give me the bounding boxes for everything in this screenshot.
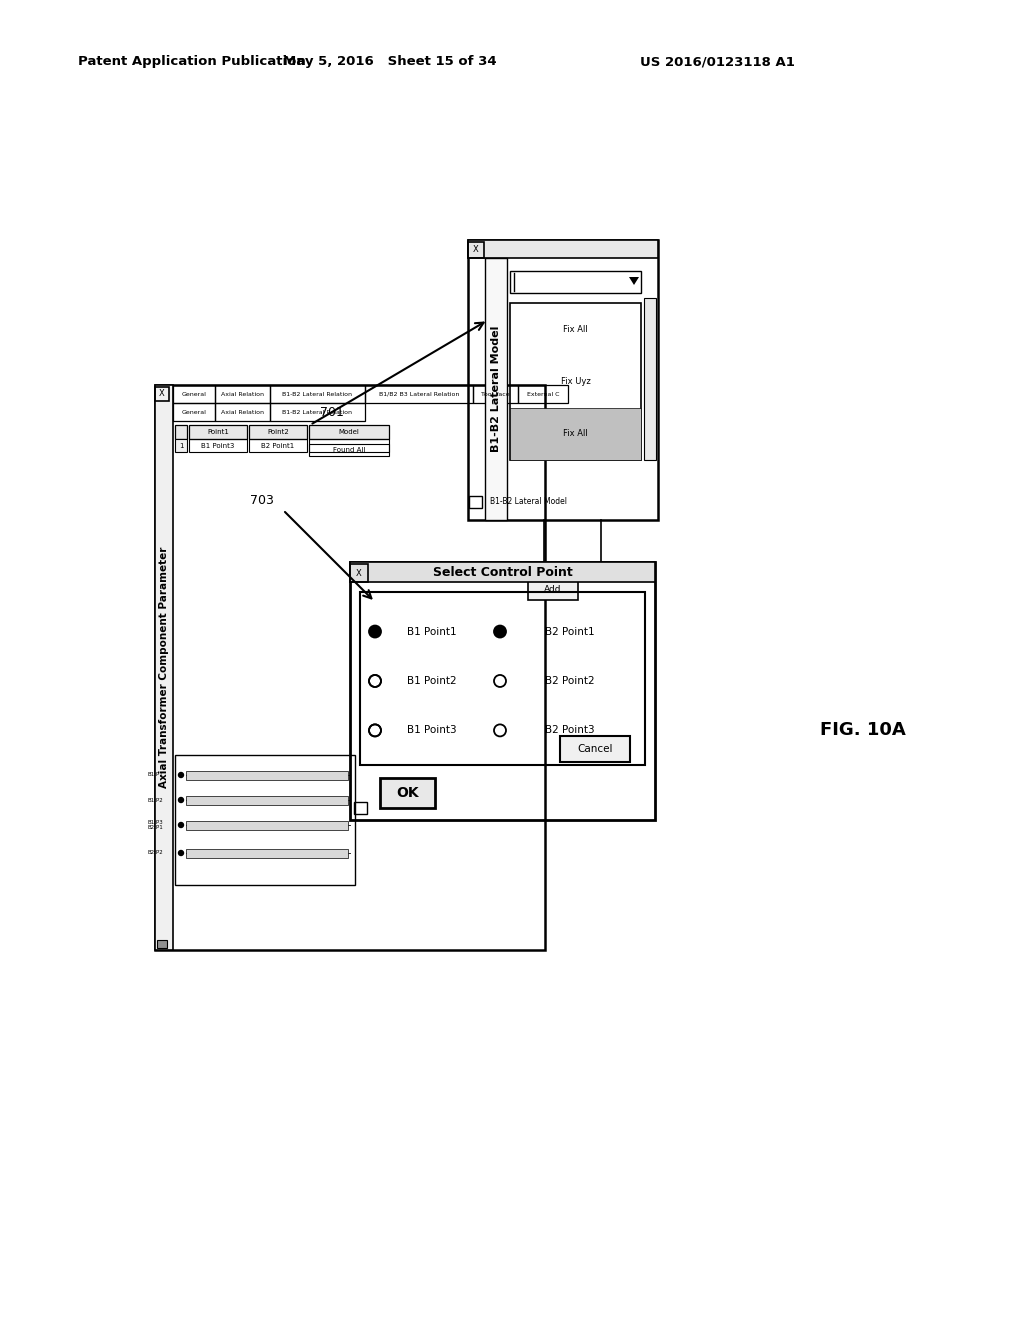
Text: Cancel: Cancel	[578, 744, 612, 754]
Bar	[350, 564, 368, 582]
Bar	[468, 240, 658, 520]
Text: Found All: Found All	[333, 447, 366, 453]
Bar	[186, 771, 348, 780]
Text: B1/B2 B3 Lateral Relation: B1/B2 B3 Lateral Relation	[379, 392, 459, 396]
Text: External C: External C	[526, 392, 559, 396]
Bar	[309, 444, 389, 455]
Bar	[155, 385, 545, 950]
Text: X: X	[159, 388, 165, 397]
Bar	[360, 591, 645, 766]
Bar	[510, 408, 641, 459]
Bar	[186, 849, 348, 858]
Circle shape	[178, 822, 183, 828]
Text: B1:P3
B2:P1: B1:P3 B2:P1	[147, 820, 163, 830]
Text: Axial Relation: Axial Relation	[221, 409, 264, 414]
Bar	[350, 562, 655, 582]
Bar	[186, 796, 348, 805]
Text: B2 Point1: B2 Point1	[261, 442, 295, 449]
Text: Select Control Point: Select Control Point	[432, 565, 572, 578]
Text: 703: 703	[250, 494, 273, 507]
Bar	[175, 425, 187, 440]
Bar	[350, 562, 655, 820]
Bar	[473, 385, 518, 403]
Circle shape	[494, 626, 506, 638]
Bar	[309, 440, 389, 451]
Text: B1-B2 Lateral Model: B1-B2 Lateral Model	[489, 498, 566, 507]
Text: X: X	[473, 246, 479, 255]
Bar	[249, 425, 307, 440]
Bar	[309, 425, 389, 440]
Polygon shape	[629, 277, 639, 285]
Bar	[510, 304, 641, 459]
Text: Axial Transformer Component Parameter: Axial Transformer Component Parameter	[159, 546, 169, 788]
Bar	[173, 385, 215, 403]
Bar	[560, 737, 630, 762]
Text: Fix All: Fix All	[563, 325, 588, 334]
Bar	[380, 777, 435, 808]
Bar	[215, 403, 270, 421]
Bar	[175, 440, 187, 451]
Text: B2 Point3: B2 Point3	[545, 726, 595, 735]
Text: Point1: Point1	[207, 429, 229, 436]
Text: B2:P2: B2:P2	[147, 850, 163, 855]
Text: Tool Face: Tool Face	[481, 392, 510, 396]
Bar	[155, 385, 173, 950]
Bar	[528, 578, 578, 601]
Bar	[249, 440, 307, 451]
Bar	[270, 385, 365, 403]
Bar	[175, 755, 355, 884]
Bar	[155, 387, 169, 401]
Circle shape	[369, 626, 381, 638]
Bar	[157, 940, 167, 948]
Bar	[173, 403, 215, 421]
Text: OK: OK	[396, 785, 419, 800]
Text: US 2016/0123118 A1: US 2016/0123118 A1	[640, 55, 795, 69]
Text: 1: 1	[179, 442, 183, 449]
Bar	[518, 385, 568, 403]
Text: B1-B2 Lateral Model: B1-B2 Lateral Model	[490, 326, 501, 453]
Text: B1 Point3: B1 Point3	[202, 442, 234, 449]
Bar	[215, 385, 270, 403]
Text: Fix All: Fix All	[563, 429, 588, 438]
Bar	[189, 440, 247, 451]
Circle shape	[178, 797, 183, 803]
Circle shape	[178, 850, 183, 855]
Bar	[469, 496, 482, 508]
Text: B1-B2 Lateral Relation: B1-B2 Lateral Relation	[283, 392, 352, 396]
Text: X: X	[356, 569, 361, 578]
Bar	[510, 271, 641, 293]
Bar	[189, 425, 247, 440]
Text: General: General	[181, 409, 207, 414]
Text: B1-B2 Lateral Relation: B1-B2 Lateral Relation	[283, 409, 352, 414]
Text: Point2: Point2	[267, 429, 289, 436]
Text: B1:P1: B1:P1	[147, 772, 163, 777]
Bar	[354, 803, 367, 814]
Text: May 5, 2016   Sheet 15 of 34: May 5, 2016 Sheet 15 of 34	[284, 55, 497, 69]
Bar	[186, 821, 348, 830]
Bar	[468, 242, 484, 257]
Text: B1 Point1: B1 Point1	[408, 627, 457, 636]
Text: Patent Application Publication: Patent Application Publication	[78, 55, 306, 69]
Text: Model: Model	[339, 429, 359, 436]
Bar	[644, 298, 656, 459]
Text: Fix Uyz: Fix Uyz	[560, 378, 591, 385]
Text: FIG. 10A: FIG. 10A	[820, 721, 906, 739]
Text: B1:P2: B1:P2	[147, 797, 163, 803]
Text: B1 Point3: B1 Point3	[408, 726, 457, 735]
Bar	[365, 385, 473, 403]
Text: B2 Point1: B2 Point1	[545, 627, 595, 636]
Circle shape	[178, 772, 183, 777]
Text: 701: 701	[319, 407, 344, 420]
Text: Axial Relation: Axial Relation	[221, 392, 264, 396]
Bar	[468, 240, 658, 257]
Bar	[485, 257, 507, 520]
Text: B1 Point2: B1 Point2	[408, 676, 457, 686]
Text: General: General	[181, 392, 207, 396]
Text: Add: Add	[544, 585, 562, 594]
Text: B2 Point2: B2 Point2	[545, 676, 595, 686]
Bar	[270, 403, 365, 421]
